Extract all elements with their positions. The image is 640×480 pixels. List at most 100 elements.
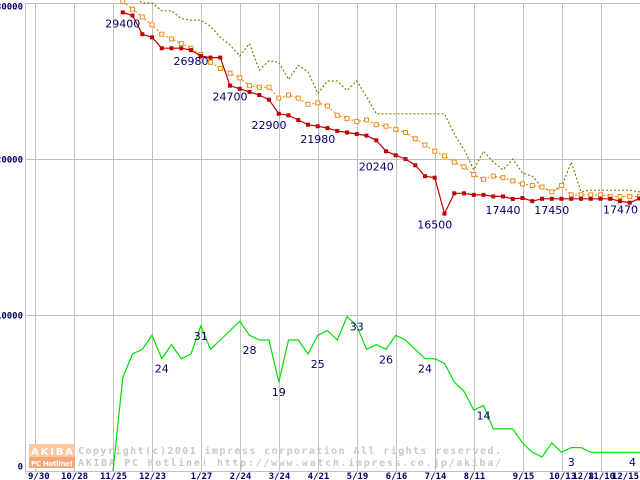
point-price-avg [559,183,564,189]
point-price-avg [432,148,438,154]
point-price-min [345,130,349,135]
shops-data-label: 14 [477,409,491,422]
point-price-min [315,124,320,129]
price-data-label: 29400 [105,17,140,30]
x-tick-label: 5/19 [347,472,369,480]
point-price-min [393,153,398,158]
url-text: AKIBA PC Hotline! http://www.watch.impre… [78,457,501,469]
point-price-min [267,97,271,102]
point-price-min [218,55,223,60]
shops-data-label: 24 [418,363,432,376]
point-price-avg [286,92,291,98]
point-price-avg [393,126,399,132]
shops-data-label: 3 [568,456,575,469]
point-price-avg [276,95,282,101]
point-price-avg [490,173,496,179]
point-price-min [325,126,330,131]
point-price-avg [451,159,457,165]
x-tick-label: 10/28 [61,472,88,480]
point-price-min [286,113,291,118]
point-price-avg [120,0,126,4]
x-tick-label: 1/27 [191,472,213,480]
point-price-min [237,86,242,91]
point-price-avg [578,192,584,198]
point-price-avg [325,103,330,109]
point-price-avg [159,31,165,37]
point-price-avg [412,136,418,142]
point-price-avg [461,164,467,170]
point-price-avg [403,129,408,135]
point-price-avg [247,83,252,89]
point-price-min [520,196,525,200]
point-price-min [413,163,418,168]
y-tick-label: 20000 [0,156,23,166]
x-tick-label: 9/15 [513,472,535,480]
point-price-avg [227,70,233,76]
point-price-min [198,54,203,59]
point-price-avg [169,36,174,42]
point-price-min [354,132,359,137]
point-price-min [608,196,613,201]
x-tick-label: 10/13 [549,472,576,480]
point-price-avg [149,22,155,28]
point-price-min [384,149,388,154]
point-price-avg [422,142,428,148]
point-price-min [189,48,193,53]
price-data-label: 26980 [174,55,209,68]
point-price-min [540,196,544,201]
point-price-min [150,35,154,40]
point-price-min [549,196,554,201]
x-tick-label: 12/15 [612,472,639,480]
point-price-min [140,32,145,37]
point-price-avg [510,178,516,184]
point-price-avg [617,193,623,199]
y-tick-label: 0 [18,463,23,473]
point-price-avg [627,193,633,199]
point-price-avg [295,95,301,101]
point-price-min [296,118,301,122]
x-tick-label: 6/16 [386,472,408,480]
shops-data-label: 31 [194,330,208,343]
logo-pc-hotline: PC Hotline! [31,460,73,468]
price-data-label: 24700 [213,91,248,104]
point-price-avg [520,181,525,187]
point-price-min [598,196,603,201]
point-price-avg [383,123,389,129]
y-tick-label: 30000 [0,3,23,13]
point-price-avg [549,189,555,195]
point-price-min [169,46,174,51]
x-tick-label: 8/11 [464,472,486,480]
price-data-label: 20240 [359,160,394,173]
point-price-min [510,196,515,201]
point-price-avg [442,153,447,159]
point-price-avg [598,192,603,198]
point-price-min [208,55,213,60]
shops-data-label: 33 [350,321,364,334]
point-price-min [462,191,466,196]
x-tick-label: 11/10 [588,472,615,480]
data-labels: 24 31 28 19 25 33 26 24 14 3 4 29400 26980 24700 22900… [105,17,638,469]
point-price-min [491,194,496,199]
x-tick-label: 3/24 [269,472,291,480]
point-price-min [247,89,252,94]
point-price-avg [364,117,369,123]
point-price-avg [237,75,243,81]
point-price-avg [539,184,545,190]
point-price-min [306,122,310,127]
copyright-text: Copyright(c)2001 impress corporation All… [78,445,501,457]
point-price-min [588,196,593,201]
price-data-label: 16500 [417,219,452,232]
point-price-avg [305,101,311,107]
point-price-min [403,157,408,161]
point-price-avg [217,66,223,72]
price-data-label: 17450 [534,204,569,217]
series-line-shops [112,315,640,472]
x-tick-label: 4/21 [308,472,330,480]
point-price-min [579,196,583,201]
point-price-min [423,174,427,179]
price-data-label: 17440 [486,204,521,217]
x-tick-label: 12/23 [139,472,166,480]
point-price-avg [139,14,145,20]
price-data-label: 21980 [300,133,335,146]
